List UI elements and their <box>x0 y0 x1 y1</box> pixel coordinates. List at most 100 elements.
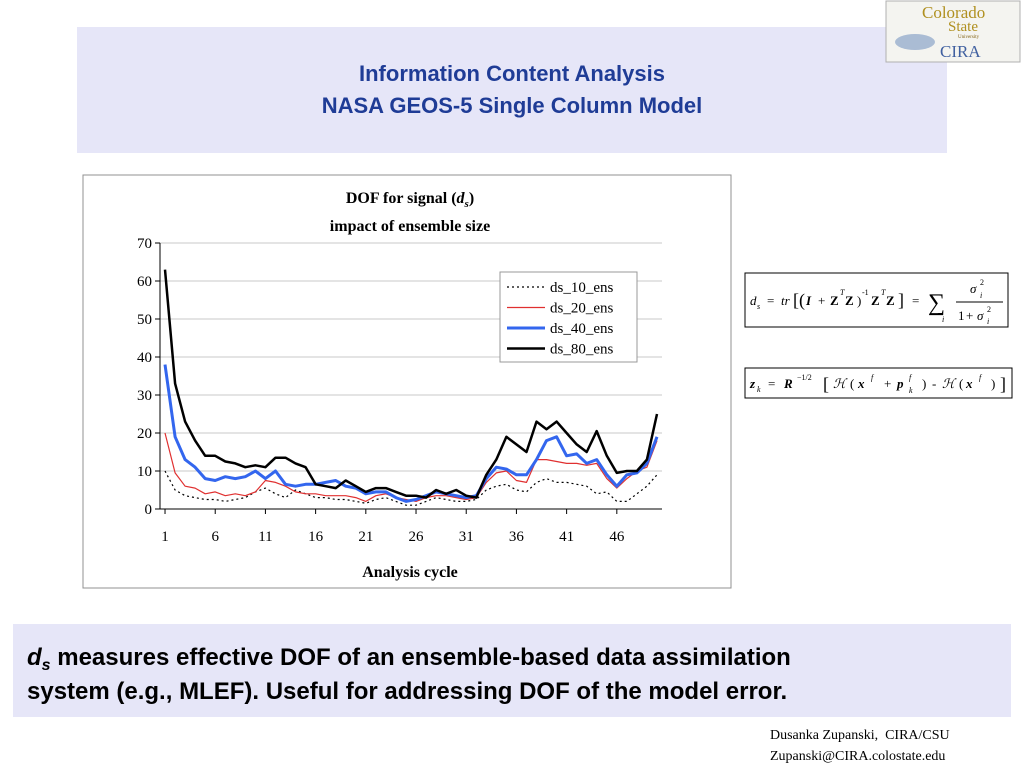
logo-text: Colorado <box>922 3 985 22</box>
equation-token: f <box>871 373 875 382</box>
x-axis-label: Analysis cycle <box>362 564 458 581</box>
equation-token: z <box>749 376 756 391</box>
equation-token: x <box>857 376 865 391</box>
chart-frame <box>82 174 732 589</box>
equation-token: + <box>884 376 891 391</box>
equation-token: ] <box>1000 374 1006 394</box>
y-tick-label: 50 <box>137 312 152 328</box>
caption-text: measures effective DOF of an ensemble-ba… <box>51 644 791 671</box>
equation-token: Z <box>830 293 839 308</box>
legend-label: ds_10_ens <box>550 280 613 296</box>
data-line <box>163 269 659 499</box>
equation-token: ℋ <box>833 376 848 391</box>
equation-token: Z <box>886 293 895 308</box>
equation-token: = <box>768 376 775 391</box>
caption-symbol: d <box>27 644 43 671</box>
equation-token: i <box>987 317 989 326</box>
equation-token: 1 <box>958 308 965 323</box>
equation-token: T <box>840 288 845 297</box>
caption-line: ds measures effective DOF of an ensemble… <box>27 644 791 674</box>
equation-token: ) <box>922 376 926 391</box>
caption-box <box>13 624 1011 717</box>
equation-token: ) <box>991 376 995 391</box>
y-tick-label: 30 <box>137 388 152 404</box>
equation-token: k <box>909 386 913 395</box>
logo-text: State <box>948 19 978 35</box>
caption-subscript: s <box>42 657 51 674</box>
equation-token: + <box>818 293 825 308</box>
equation-token: = <box>767 293 774 308</box>
x-tick-label: 26 <box>409 529 425 545</box>
equation-token: tr <box>781 293 791 308</box>
slide-subtitle: NASA GEOS-5 Single Column Model <box>322 93 703 118</box>
y-tick-label: 40 <box>137 350 152 366</box>
equation-token: f <box>909 373 913 382</box>
legend-label: ds_80_ens <box>550 342 613 358</box>
y-tick-label: 10 <box>137 464 152 480</box>
equation-token: Z <box>845 293 854 308</box>
logo-text: University <box>958 35 980 40</box>
equation-token: ∑ <box>928 290 945 316</box>
y-tick-label: 60 <box>137 274 152 290</box>
equation-token: σ <box>970 281 977 296</box>
x-tick-label: 21 <box>358 529 373 545</box>
y-tick-label: 0 <box>145 502 153 518</box>
logo-swoosh <box>895 34 935 50</box>
y-tick-label: 20 <box>137 426 152 442</box>
equation-token: I <box>805 293 812 308</box>
equation-token: s <box>757 302 760 311</box>
equation-token: = <box>912 293 919 308</box>
equation-token: 2 <box>987 305 991 314</box>
footer-text: Dusanka Zupanski, CIRA/CSU <box>770 728 950 743</box>
x-tick-label: 36 <box>509 529 525 545</box>
footer-text: Zupanski@CIRA.colostate.edu <box>770 749 945 764</box>
equation-token: p <box>896 376 904 391</box>
equation-token: i <box>942 315 944 324</box>
equation-token: −1/2 <box>797 373 812 382</box>
legend-label: ds_40_ens <box>550 321 613 337</box>
chart-subtitle: impact of ensemble size <box>330 218 490 235</box>
caption-line: system (e.g., MLEF). Useful for addressi… <box>27 678 787 705</box>
chart-title: DOF for signal (ds) <box>346 190 474 210</box>
equation-token: Z <box>871 293 880 308</box>
x-tick-label: 41 <box>559 529 574 545</box>
equation-token: [( <box>793 290 805 311</box>
logo-text: CIRA <box>940 42 981 61</box>
chart-title-symbol: d <box>457 190 466 207</box>
x-tick-label: 11 <box>258 529 272 545</box>
equation-token: + <box>966 308 973 323</box>
equation-box <box>744 367 1013 399</box>
header-banner <box>77 27 947 153</box>
equation-token: - <box>932 376 936 391</box>
logo-box <box>885 0 1021 63</box>
chart-title-text: DOF for signal ( <box>346 190 457 207</box>
equation-token: k <box>757 385 761 394</box>
data-line <box>163 364 659 503</box>
legend-label: ds_20_ens <box>550 301 613 317</box>
x-tick-label: 1 <box>161 529 169 545</box>
equation-token: T <box>881 288 886 297</box>
equation-token: ] <box>898 290 904 310</box>
slide-title: Information Content Analysis <box>359 61 665 86</box>
equation-token: i <box>980 291 982 300</box>
x-tick-label: 6 <box>211 529 219 545</box>
equation-token: f <box>979 373 983 382</box>
equation-token: R <box>783 376 793 391</box>
equation-box <box>744 272 1009 328</box>
equation-token: -1 <box>862 288 869 297</box>
x-tick-label: 16 <box>308 529 324 545</box>
equation-token: ) <box>857 293 861 308</box>
equation-token: d <box>750 293 757 308</box>
equation-token: [ <box>823 374 829 394</box>
equation-token: x <box>965 376 973 391</box>
equation-token: 2 <box>980 278 984 287</box>
equation-token: ( <box>959 376 963 391</box>
x-tick-label: 46 <box>609 529 625 545</box>
chart-title-subscript: s <box>464 198 469 210</box>
y-tick-label: 70 <box>137 236 152 252</box>
equation-token: ℋ <box>942 376 957 391</box>
equation-token: σ <box>977 308 984 323</box>
